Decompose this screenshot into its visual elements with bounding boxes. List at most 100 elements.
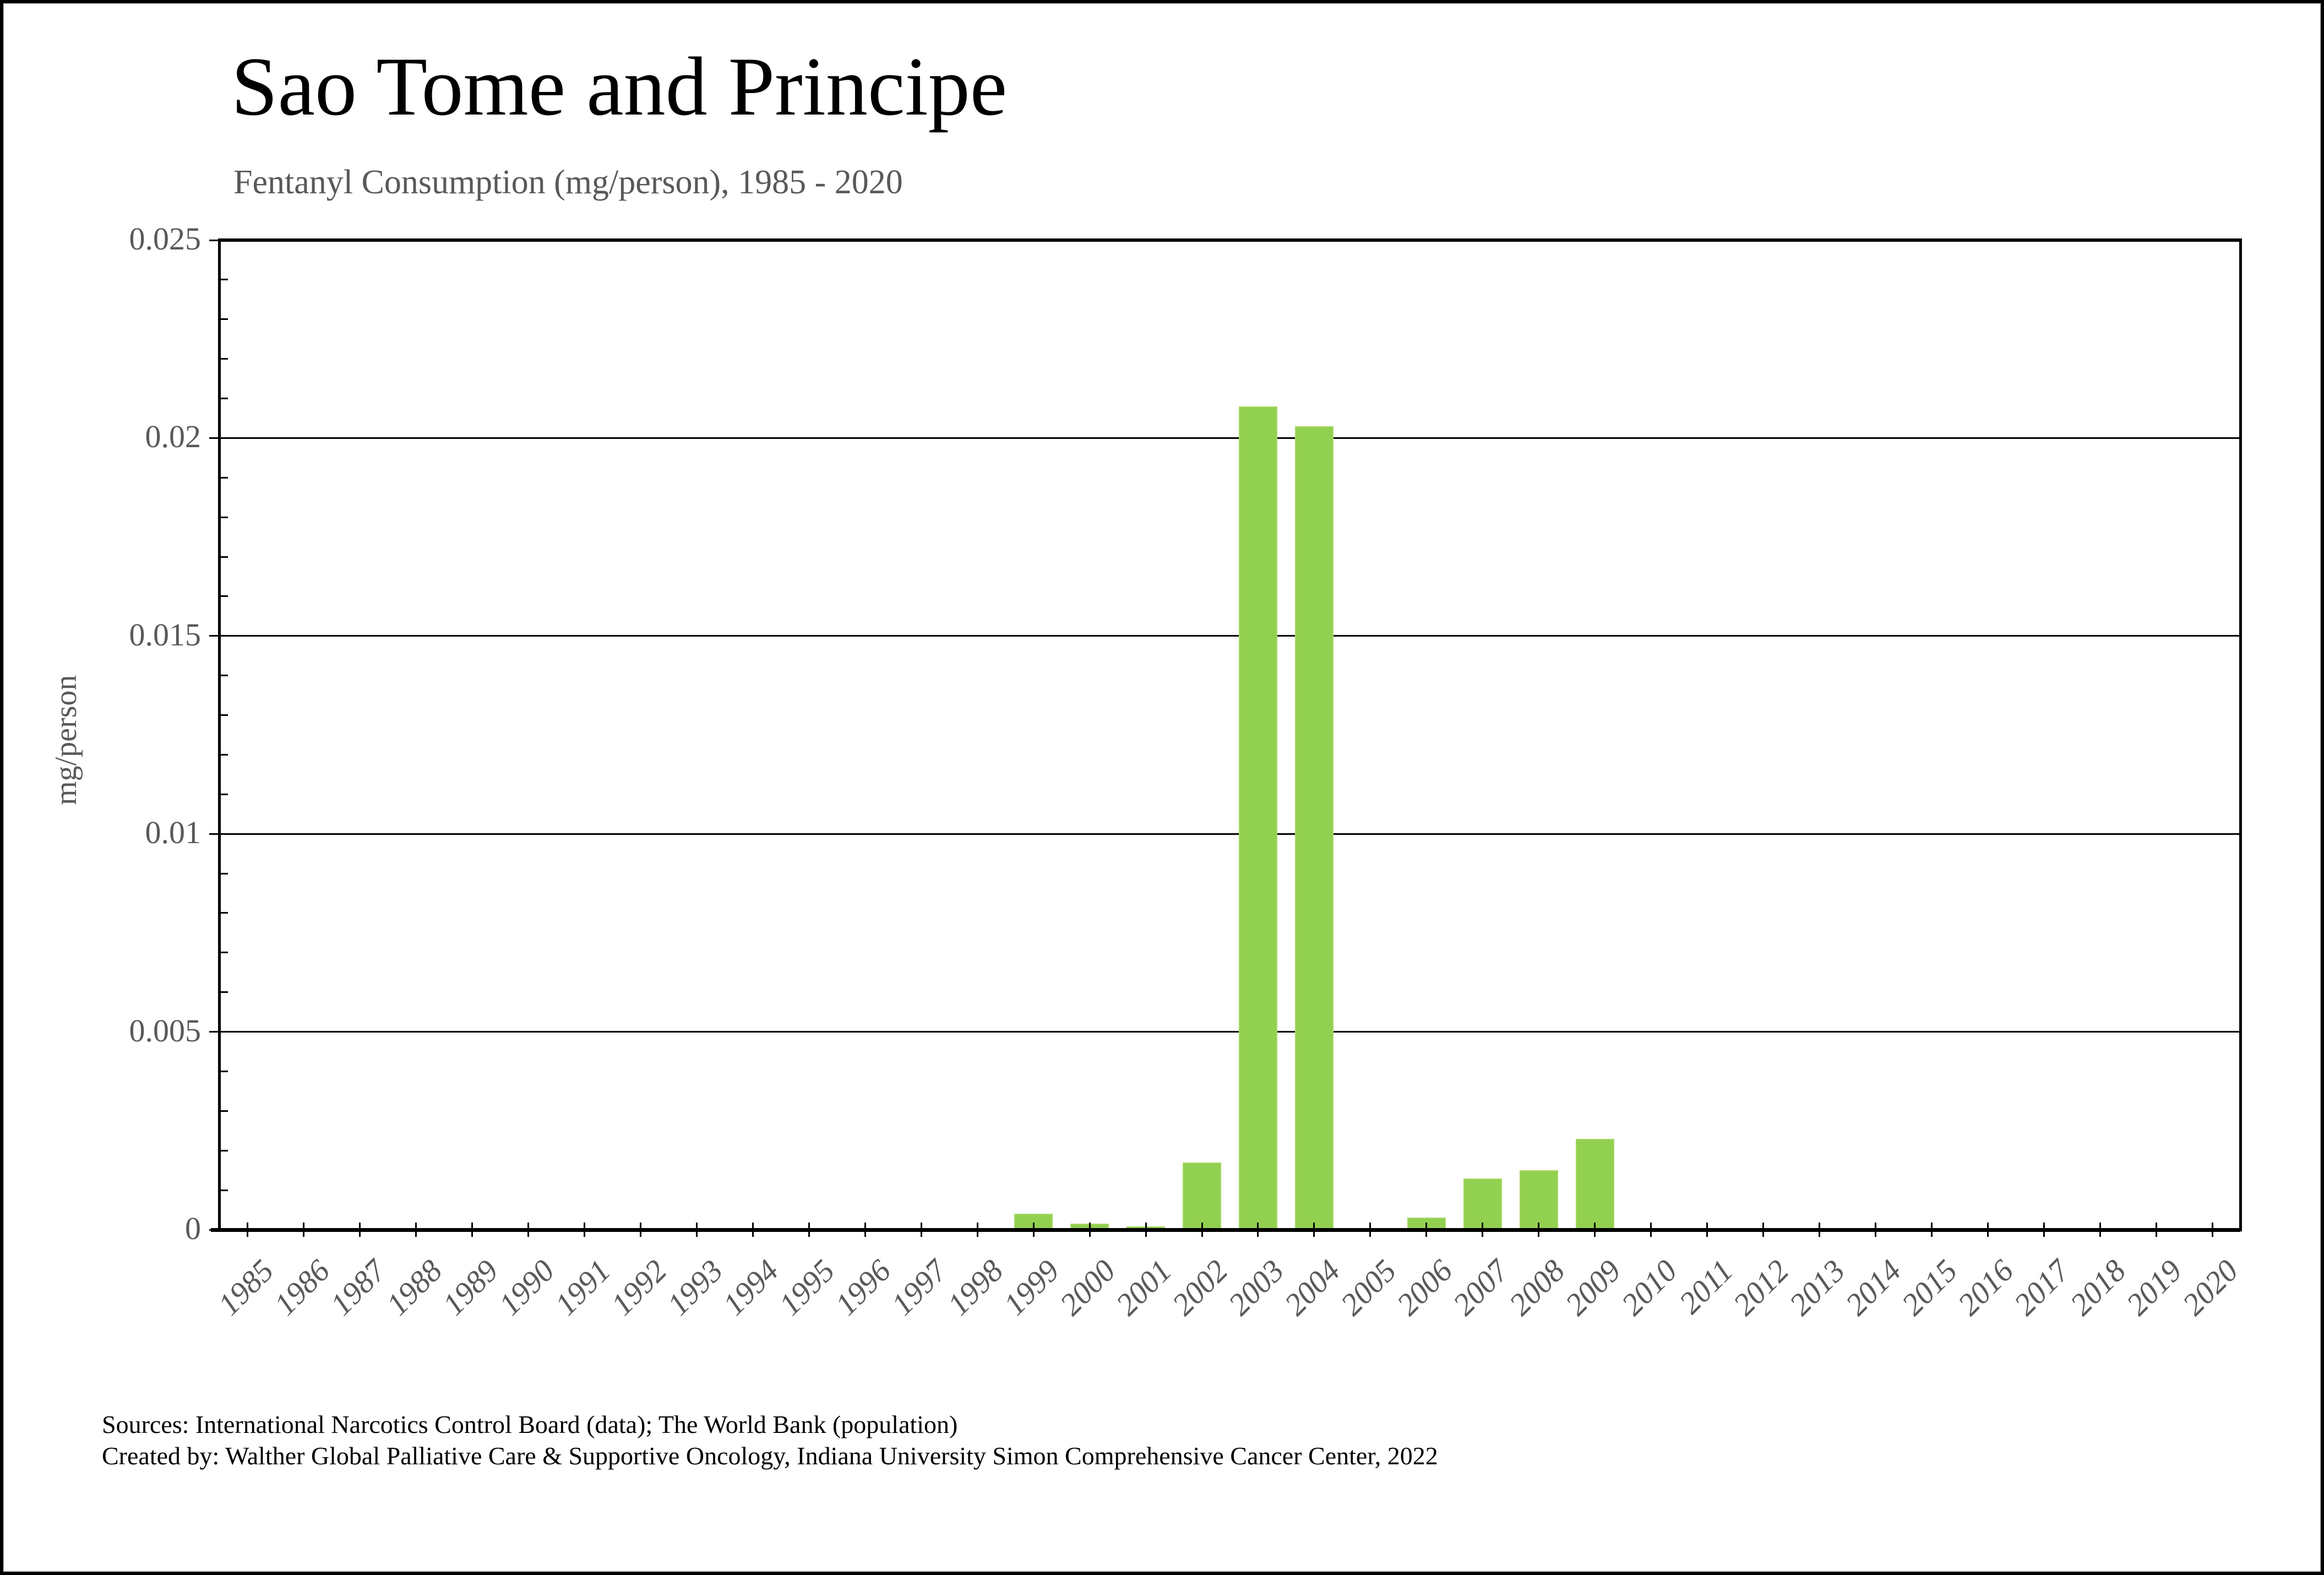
y-minor-tick [221, 1189, 228, 1191]
y-minor-tick [221, 793, 228, 795]
y-major-tick-0.025 [209, 239, 218, 241]
gridline-0.020 [220, 437, 2240, 439]
x-tick-2015 [1930, 1223, 1933, 1237]
y-major-tick-0.02 [209, 437, 218, 439]
x-tick-label-2012: 2012 [1727, 1253, 1796, 1322]
x-tick-label-2010: 2010 [1614, 1253, 1684, 1322]
bar-2003 [1238, 406, 1277, 1230]
x-tick-label-1994: 1994 [716, 1253, 786, 1322]
x-tick-1999 [1032, 1223, 1035, 1237]
x-tick-1986 [303, 1223, 305, 1237]
x-tick-label-2007: 2007 [1446, 1253, 1516, 1322]
x-tick-label-2018: 2018 [2064, 1253, 2133, 1322]
x-tick-1985 [247, 1223, 249, 1237]
x-tick-2009 [1594, 1223, 1596, 1237]
x-tick-2003 [1257, 1223, 1259, 1237]
x-tick-1998 [976, 1223, 978, 1237]
x-tick-2013 [1818, 1223, 1820, 1237]
x-tick-label-2005: 2005 [1334, 1253, 1403, 1322]
y-minor-tick [221, 318, 228, 321]
chart-subtitle: Fentanyl Consumption (mg/person), 1985 -… [233, 164, 903, 201]
x-tick-2008 [1538, 1223, 1540, 1237]
y-tick-label-0.005: 0.005 [129, 1012, 202, 1049]
y-minor-tick [221, 675, 228, 677]
x-tick-label-2008: 2008 [1502, 1253, 1571, 1322]
x-tick-2002 [1201, 1223, 1203, 1237]
y-minor-tick [221, 952, 228, 954]
y-minor-tick [221, 1149, 228, 1152]
x-tick-label-1990: 1990 [492, 1253, 561, 1322]
x-tick-label-2006: 2006 [1390, 1253, 1460, 1322]
x-tick-label-1999: 1999 [997, 1253, 1066, 1322]
x-tick-1997 [920, 1223, 922, 1237]
x-tick-label-2011: 2011 [1672, 1253, 1740, 1321]
x-tick-2018 [2099, 1223, 2101, 1237]
x-tick-2010 [1650, 1223, 1652, 1237]
y-minor-tick [221, 912, 228, 914]
y-axis-line [218, 238, 221, 1231]
x-tick-label-1993: 1993 [660, 1253, 730, 1322]
bar-2007 [1463, 1178, 1502, 1230]
x-tick-label-2000: 2000 [1053, 1253, 1123, 1322]
x-tick-1989 [471, 1223, 473, 1237]
x-tick-1996 [864, 1223, 866, 1237]
x-tick-1993 [696, 1223, 698, 1237]
x-tick-2019 [2155, 1223, 2157, 1237]
y-minor-tick [221, 872, 228, 875]
x-tick-2011 [1706, 1223, 1708, 1237]
x-tick-label-1996: 1996 [829, 1253, 898, 1322]
x-tick-label-2004: 2004 [1278, 1253, 1347, 1322]
y-minor-tick [221, 279, 228, 281]
gridline-0.015 [220, 635, 2240, 637]
y-minor-tick [221, 398, 228, 400]
y-tick-label-0.01: 0.01 [145, 814, 202, 851]
x-tick-2014 [1874, 1223, 1876, 1237]
y-tick-label-0.015: 0.015 [129, 616, 202, 653]
bar-2004 [1294, 426, 1334, 1230]
x-tick-2016 [1986, 1223, 1989, 1237]
x-tick-2017 [2043, 1223, 2045, 1237]
x-tick-label-2014: 2014 [1839, 1253, 1908, 1322]
x-tick-label-1992: 1992 [604, 1253, 673, 1322]
y-minor-tick [221, 595, 228, 598]
y-minor-tick [221, 556, 228, 558]
y-major-tick-0.01 [209, 833, 218, 835]
x-tick-label-2015: 2015 [1895, 1253, 1964, 1322]
bar-2002 [1183, 1162, 1222, 1230]
x-tick-label-2003: 2003 [1222, 1253, 1291, 1322]
x-tick-label-2019: 2019 [2120, 1253, 2189, 1322]
x-axis-line [211, 1228, 2240, 1232]
y-minor-tick [221, 1070, 228, 1072]
x-tick-1994 [752, 1223, 754, 1237]
y-major-tick-0.005 [209, 1031, 218, 1033]
y-minor-tick [221, 516, 228, 518]
x-tick-label-1991: 1991 [548, 1253, 617, 1322]
x-tick-2005 [1369, 1223, 1371, 1237]
x-tick-label-2009: 2009 [1558, 1253, 1628, 1322]
x-tick-label-1997: 1997 [885, 1253, 954, 1322]
x-tick-label-1998: 1998 [941, 1253, 1010, 1322]
plot-top-border [218, 238, 2242, 242]
x-tick-2000 [1088, 1223, 1091, 1237]
source-line: Sources: International Narcotics Control… [102, 1410, 958, 1438]
x-tick-label-1985: 1985 [211, 1253, 281, 1322]
y-minor-tick [221, 476, 228, 479]
x-tick-label-2002: 2002 [1166, 1253, 1235, 1322]
x-tick-label-2017: 2017 [2007, 1253, 2077, 1322]
y-minor-tick [221, 991, 228, 993]
y-minor-tick [221, 1110, 228, 1112]
bar-2008 [1519, 1170, 1558, 1230]
y-tick-label-0.025: 0.025 [129, 221, 202, 257]
x-tick-label-1995: 1995 [772, 1253, 842, 1322]
gridline-0.010 [220, 833, 2240, 835]
x-tick-label-2016: 2016 [1951, 1253, 2021, 1322]
source-note: Sources: International Narcotics Control… [102, 1409, 1438, 1471]
x-tick-2020 [2211, 1223, 2213, 1237]
x-tick-2001 [1145, 1223, 1147, 1237]
x-tick-label-1988: 1988 [379, 1253, 449, 1322]
x-tick-1988 [415, 1223, 417, 1237]
gridline-0.005 [220, 1031, 2240, 1033]
plot-right-border [2239, 238, 2242, 1231]
